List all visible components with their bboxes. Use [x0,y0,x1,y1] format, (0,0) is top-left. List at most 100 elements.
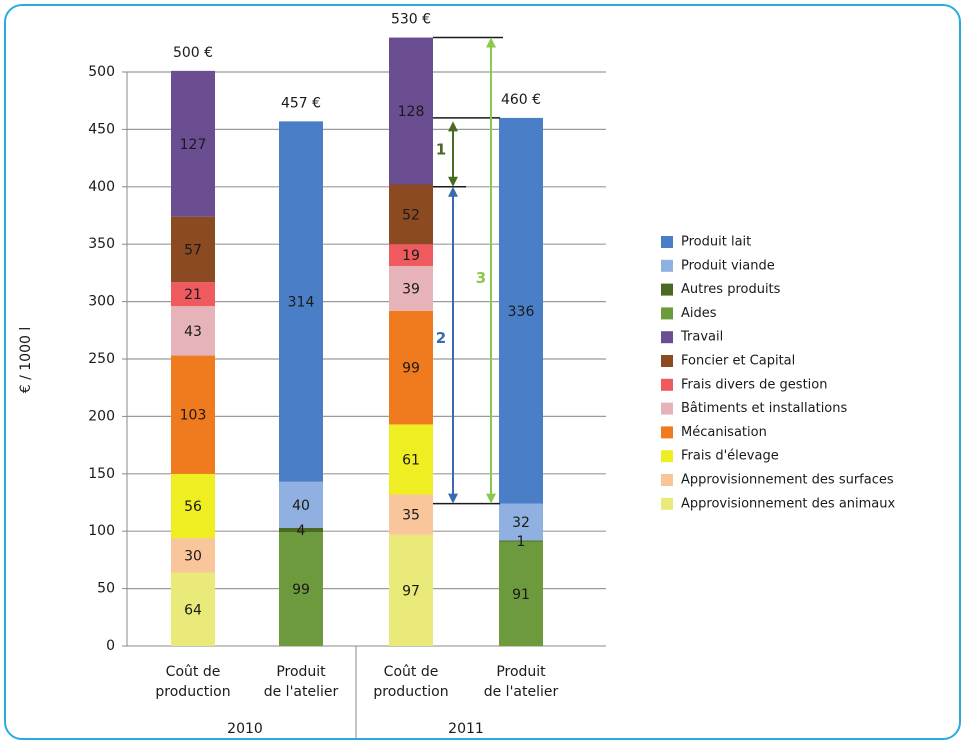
legend-entry-label: Bâtiments et installations [681,401,848,416]
legend-entry-label: Aides [681,306,717,321]
legend-swatch [661,236,673,248]
bar-segment [499,540,543,542]
x-group-label: 2011 [448,721,484,737]
legend-entry-label: Approvisionnement des animaux [681,496,896,511]
segment-value-label: 1 [517,534,526,550]
bar-segment [389,424,433,495]
x-category-label: de l'atelier [264,684,339,700]
segment-value-label: 21 [184,287,202,303]
x-category-label: de l'atelier [484,684,559,700]
legend-swatch [661,474,673,486]
bar-total-label: 460 € [501,92,541,108]
legend-swatch [661,426,673,439]
legend-swatch [661,355,673,367]
y-tick-label: 450 [88,121,115,137]
bar-segment [389,310,433,425]
bar-segment [171,572,215,646]
segment-value-label: 56 [184,499,202,515]
legend-entry-label: Travail [680,330,723,345]
legend-entry-label: Produit lait [681,235,751,250]
chart-frame [4,4,961,740]
segment-value-label: 43 [184,324,202,340]
segment-value-label: 57 [184,242,202,258]
y-tick-label: 300 [88,294,115,310]
bar-segment [389,534,433,646]
y-tick-label: 250 [88,351,115,367]
annotation-arrow-head [486,493,496,504]
bar-segment [499,503,543,541]
axes: 0 50 100 150 200 250 300 350 400 450 500 Coût de pro… [88,64,606,740]
y-tick-label: 50 [97,581,115,597]
segment-value-label: 4 [297,523,306,539]
segment-value-label: 336 [508,304,535,320]
segment-value-label: 39 [402,281,420,297]
annotation-label: 2 [436,329,446,347]
bar-segment [171,282,215,307]
legend-swatch [661,331,673,344]
legend-swatch [661,259,673,272]
annotation-arrow-head [486,37,496,48]
legend-entry-label: Foncier et Capital [681,354,795,369]
legend-swatch [661,378,673,391]
x-category-label: production [373,684,448,700]
legend-entry-label: Frais d'élevage [681,449,779,464]
y-tick-label: 100 [88,523,115,539]
segment-value-label: 99 [292,582,310,598]
legend-swatch [661,283,673,296]
x-category-label: Coût de [166,664,221,680]
bar-segment [171,473,215,539]
bar-segment [171,216,215,283]
bar-segment [171,355,215,474]
bar-segment [171,538,215,573]
segment-value-label: 64 [184,602,202,618]
legend-entry-label: Autres produits [681,282,781,297]
bar-segment [279,481,323,528]
annotation-arrow-head [448,121,458,132]
segment-value-label: 52 [402,207,420,223]
x-category-label: Coût de [384,664,439,680]
y-tick-label: 200 [88,408,115,424]
y-tick-label: 400 [88,179,115,195]
legend-swatch [661,450,673,463]
bar-segment [389,37,433,185]
x-category-label: Produit [276,664,326,680]
annotation-label: 1 [436,141,446,159]
annotation-arrow-head [448,176,458,187]
bar-segment [389,184,433,245]
legend-entry-label: Frais divers de gestion [681,377,827,392]
legend-swatch [661,307,673,320]
segment-value-label: 19 [402,248,420,264]
x-category-label: Produit [496,664,546,680]
annotations: 1 2 3 [433,36,503,505]
legend-entry-label: Produit viande [681,258,775,273]
segment-value-label: 40 [292,498,310,514]
segment-value-label: 314 [288,295,315,311]
y-tick-label: 0 [106,638,115,654]
segment-value-label: 32 [512,515,530,531]
annotation-arrow-head [448,493,458,504]
bar-segment [499,541,543,646]
annotation-arrow-head [448,186,458,197]
bar-segment [389,266,433,311]
legend-swatch [661,402,673,415]
segment-value-label: 61 [402,452,420,468]
bar-segment [279,527,323,533]
segment-value-label: 91 [512,587,530,603]
segment-value-label: 127 [180,137,207,153]
bar-segment [171,70,215,217]
bar-segment [171,306,215,356]
segment-value-label: 128 [398,104,425,120]
x-group-label: 2010 [227,721,263,737]
segment-value-label: 97 [402,583,420,599]
bar-total-label: 500 € [173,45,213,61]
segment-value-label: 103 [180,408,207,424]
segment-value-label: 30 [184,548,202,564]
y-tick-label: 350 [88,236,115,252]
bar-segment [279,121,323,482]
legend-entry-label: Mécanisation [681,425,767,440]
bar-segment [499,117,543,504]
bar-segment [279,532,323,646]
y-tick-label: 150 [88,466,115,482]
